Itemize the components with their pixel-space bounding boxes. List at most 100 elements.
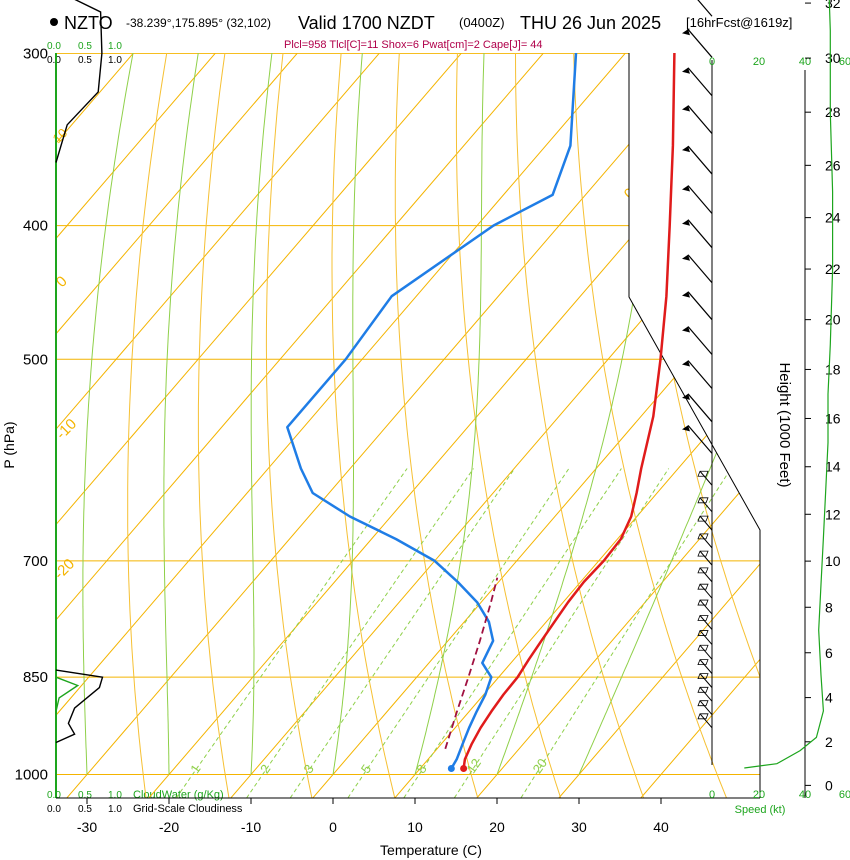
parcel-profile [444, 577, 499, 750]
cloudiness-tick-top: 1.0 [108, 55, 122, 66]
height-tick-label: 14 [825, 459, 841, 475]
wind-panel-bottom-ticks: 0 20 40 60 Speed (kt) [709, 789, 850, 816]
wind-barb-flag [682, 291, 690, 298]
wind-barb [697, 515, 713, 531]
wind-barb-feather [697, 713, 709, 720]
pressure-tick-label: 300 [23, 45, 48, 62]
height-tick-label: 28 [825, 104, 841, 120]
wind-barb [682, 145, 713, 175]
wind-barb-shaft [699, 567, 713, 583]
wind-barb-feather [697, 615, 709, 621]
wind-barb-feather [697, 673, 709, 680]
wind-barb-flag [682, 29, 690, 36]
mixing-ratio-label: 3 [300, 762, 316, 777]
wind-speed-tick-bottom: 20 [753, 789, 765, 801]
cloudiness-tick-bottom: 0.5 [78, 804, 92, 815]
x-axis-label: Temperature (C) [380, 842, 482, 858]
cloud-water-tick-top: 0.0 [47, 41, 61, 52]
wind-barb-shaft [699, 644, 713, 660]
wind-barb-shaft [687, 145, 713, 175]
height-tick-label: 30 [825, 50, 841, 66]
x-tick-label: 0 [329, 819, 337, 835]
moist-adiabats [82, 53, 760, 775]
mixing-ratio-line [245, 468, 474, 798]
cloudiness-label: Grid-Scale Cloudiness [133, 803, 243, 815]
wind-barb-feather [697, 583, 709, 590]
wind-barb-shaft [699, 686, 713, 702]
dry-adiabat [127, 53, 168, 798]
wind-barb-shaft [699, 583, 713, 599]
wind-barb-shaft [687, 105, 713, 134]
wind-barb [697, 497, 713, 513]
pressure-tick-label: 850 [23, 669, 48, 686]
height-tick-label: 2 [825, 734, 833, 750]
wind-barb-shaft [687, 291, 713, 321]
y-axis-label: P (hPa) [1, 421, 17, 468]
wind-barb-flag [682, 360, 690, 367]
wind-barb [697, 567, 713, 583]
x-tick-label: -10 [241, 819, 261, 835]
x-tick-label: 10 [407, 819, 423, 835]
mixing-ratio-line [347, 468, 570, 798]
isotherm-line [56, 53, 217, 240]
mixing-ratio-line [289, 468, 516, 798]
cloud-water-tick-top: 0.5 [78, 41, 92, 52]
x-tick-label: 20 [489, 819, 505, 835]
isotherm-line [312, 277, 760, 798]
height-tick-label: 16 [825, 410, 841, 426]
wind-barb-shaft [687, 185, 713, 214]
wind-barb-feather [697, 515, 709, 522]
mixing-ratio-label: 20 [530, 756, 551, 776]
isotherm-label: 10 [50, 125, 71, 146]
height-tick-label: 6 [825, 645, 833, 661]
x-tick-label: -30 [77, 819, 97, 835]
isotherm-line [394, 372, 760, 798]
wind-barb-feather [697, 550, 709, 557]
wind-barb [682, 254, 713, 284]
height-tick-label: 20 [825, 312, 841, 328]
height-axis-label: Height (1000 Feet) [776, 362, 793, 487]
wind-barb-shaft [699, 599, 713, 615]
cloud-profiles [55, 0, 104, 744]
mixing-ratio-line [175, 468, 408, 798]
mixing-ratio-label: 5 [358, 762, 374, 777]
surface-dewpoint-marker [447, 764, 455, 772]
valid-time: Valid 1700 NZDT [298, 13, 435, 33]
wind-barb-feather [697, 533, 709, 540]
x-tick-label: 40 [653, 819, 669, 835]
cloud-water-tick-bottom: 1.0 [108, 790, 122, 801]
wind-barb-feather [697, 470, 709, 477]
height-tick-label: 8 [825, 599, 833, 615]
wind-barb-shaft [699, 533, 713, 549]
dry-adiabat [846, 0, 850, 804]
mixing-ratio-line [453, 468, 670, 798]
mixing-ratio-lines [175, 468, 732, 798]
isotherm-line [56, 53, 135, 144]
surface-temperature-marker [460, 764, 468, 772]
wind-barb-shaft [687, 254, 713, 284]
pressure-tick-label: 400 [23, 218, 48, 235]
wind-barb [697, 630, 713, 645]
x-tick-label: 30 [571, 819, 587, 835]
x-axis-ticks: -30 -20 -10 0 10 20 30 40 [77, 798, 669, 835]
wind-barb-flag [682, 219, 690, 226]
wind-barb-flag [682, 326, 690, 333]
wind-speed-tick-top: 20 [753, 56, 765, 68]
isotherm-line [230, 181, 760, 798]
rh-tick-top: 60 [839, 56, 850, 68]
wind-barb-shaft [699, 550, 713, 566]
wind-barb-shaft [697, 0, 713, 17]
wind-barb-shaft [687, 219, 713, 249]
wind-barb [697, 673, 713, 688]
cloud-water-tick-top: 1.0 [108, 41, 122, 52]
wind-barb [682, 219, 713, 249]
wind-barb [697, 599, 713, 615]
wind-barb-shaft [687, 424, 713, 454]
wind-barb-shaft [687, 326, 713, 355]
isotherm-line [558, 563, 760, 798]
wind-barb-flag [682, 105, 690, 112]
station-name: NZTO [64, 13, 113, 33]
rh-tick-bottom: 60 [839, 789, 850, 801]
